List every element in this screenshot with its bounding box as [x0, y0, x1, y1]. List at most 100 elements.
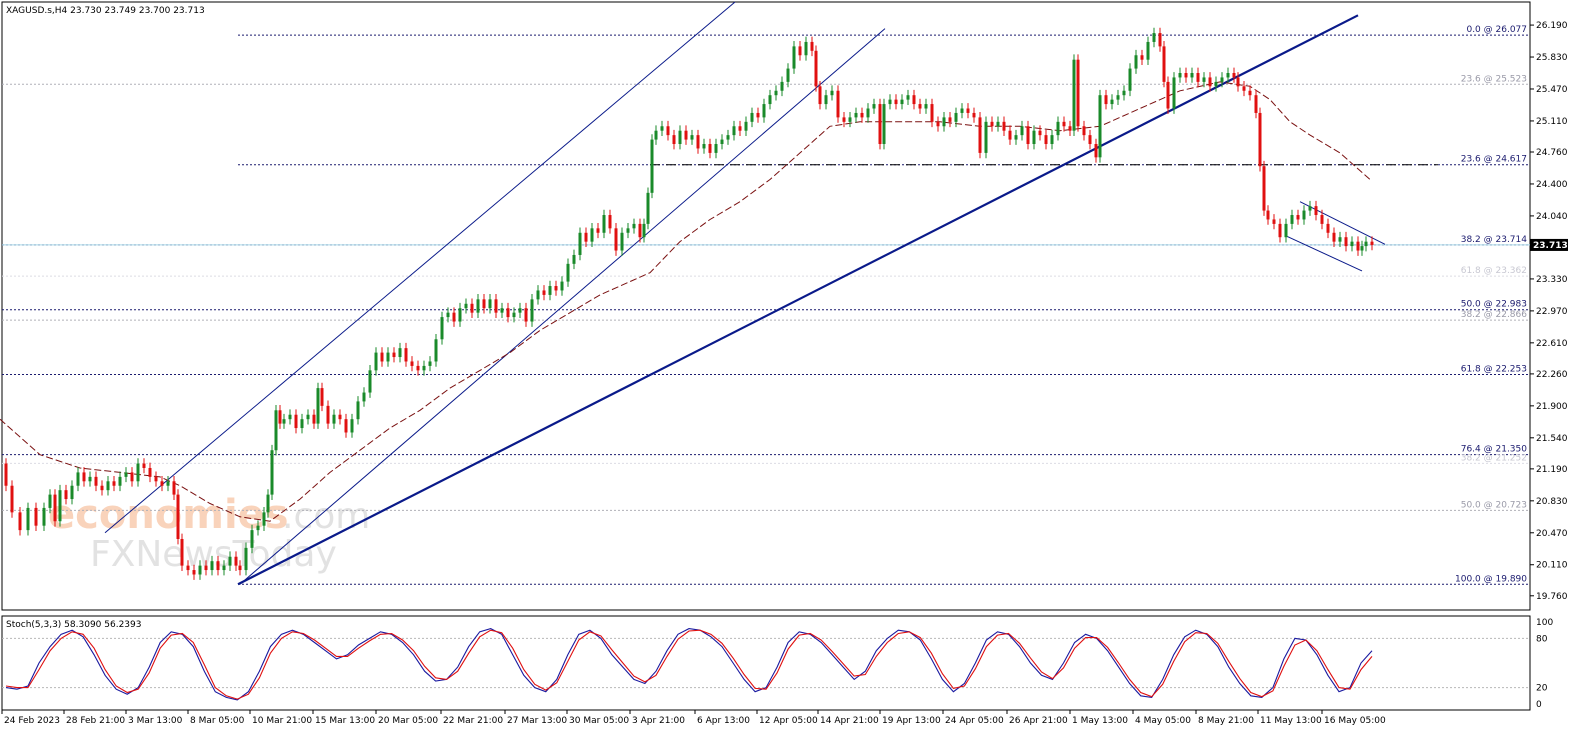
candle-body: [786, 68, 790, 82]
candle-body: [530, 299, 534, 322]
candle-body: [1332, 232, 1336, 242]
candle-body: [18, 512, 22, 531]
y-tick-label: 24.400: [1536, 180, 1568, 190]
candle-body: [702, 144, 706, 149]
candle-body: [386, 352, 390, 362]
candle-body: [1320, 215, 1324, 224]
candle-body: [542, 290, 546, 295]
candle-body: [1350, 241, 1354, 247]
candle-body: [198, 565, 202, 575]
candle-body: [1002, 121, 1006, 131]
watermark-dotcom: .com: [282, 496, 370, 537]
candle-body: [124, 472, 128, 477]
y-tick-label: 25.110: [1536, 117, 1568, 127]
candle-body: [1290, 215, 1294, 224]
candle-body: [1082, 126, 1086, 136]
candle-body: [380, 352, 384, 362]
candle-body: [312, 414, 316, 424]
candle-body: [768, 95, 772, 105]
candle-body: [34, 507, 38, 526]
candle-body: [1226, 73, 1230, 78]
candle-body: [696, 135, 700, 149]
candle-body: [172, 481, 176, 495]
candle-body: [4, 463, 8, 486]
x-tick-label: 14 Apr 21:00: [820, 716, 879, 726]
candle-body: [270, 450, 274, 495]
stoch-y-tick-label: 0: [1536, 700, 1542, 710]
candle-body: [130, 472, 134, 482]
x-tick-label: 16 May 05:00: [1324, 716, 1386, 726]
fib-level-label: 61.8 @ 22.253: [1461, 365, 1527, 375]
candle-body: [234, 556, 238, 566]
candle-body: [614, 228, 618, 251]
candle-body: [216, 561, 220, 571]
candle-body: [180, 538, 184, 566]
candle-body: [422, 365, 426, 371]
candle-body: [774, 90, 778, 96]
fib-level-label: 38.2 @ 22.866: [1461, 310, 1528, 320]
candle-body: [10, 485, 14, 513]
candle-body: [228, 556, 232, 566]
candle-body: [256, 525, 260, 531]
candle-body: [1208, 77, 1212, 87]
candle-body: [288, 414, 292, 420]
candle-body: [1314, 206, 1318, 216]
candle-body: [714, 144, 718, 153]
candle-body: [306, 414, 310, 420]
y-tick-label: 21.900: [1536, 402, 1568, 412]
candle-body: [654, 130, 658, 140]
candle-body: [1356, 241, 1360, 251]
candle-body: [608, 215, 612, 229]
x-tick-label: 11 May 13:00: [1260, 716, 1322, 726]
candle-body: [166, 481, 170, 486]
candle-body: [866, 108, 870, 118]
candle-body: [936, 121, 940, 127]
candle-body: [1008, 130, 1012, 140]
main-plot-frame: [1, 1, 1531, 611]
x-tick-label: 1 May 13:00: [1072, 716, 1128, 726]
candle-body: [878, 104, 882, 145]
candle-body: [53, 494, 57, 522]
candle-body: [1098, 95, 1102, 158]
candle-body: [82, 472, 86, 482]
trendline-main-support: [237, 14, 1359, 586]
candle-body: [48, 494, 52, 508]
fib-level-label: 50.0 @ 20.723: [1461, 500, 1527, 510]
candle-body: [1172, 77, 1176, 109]
candle-body: [584, 232, 588, 242]
candle-body: [738, 126, 742, 131]
candle-body: [1196, 73, 1200, 82]
y-tick-label: 20.110: [1536, 561, 1568, 571]
candle-body: [1202, 77, 1206, 82]
fib-level-label: 76.4 @ 21.350: [1461, 445, 1528, 455]
candle-body: [488, 299, 492, 309]
candle-body: [410, 361, 414, 366]
candle-body: [684, 130, 688, 140]
candle-body: [590, 228, 594, 242]
candle-body: [1050, 135, 1054, 145]
y-tick-label: 26.190: [1536, 21, 1568, 31]
candle-body: [566, 263, 570, 282]
candle-body: [506, 308, 510, 318]
candle-body: [1088, 135, 1092, 145]
candle-body: [210, 561, 214, 571]
candle-body: [470, 303, 474, 313]
candle-body: [100, 485, 104, 491]
candle-body: [316, 388, 320, 424]
candle-body: [398, 348, 402, 358]
stoch-y-tick-label: 80: [1536, 634, 1548, 644]
x-tick-label: 28 Feb 21:00: [66, 716, 125, 726]
candle-body: [262, 512, 266, 526]
candle-body: [996, 121, 1000, 127]
candle-body: [368, 370, 372, 393]
candle-body: [524, 308, 528, 322]
candle-body: [464, 303, 468, 309]
x-tick-label: 8 Mar 05:00: [190, 716, 245, 726]
candle-body: [554, 286, 558, 291]
x-tick-label: 12 Apr 05:00: [759, 716, 818, 726]
candle-body: [818, 86, 822, 105]
candle-body: [672, 135, 676, 145]
y-tick-label: 24.760: [1536, 148, 1568, 158]
x-tick-label: 26 Apr 21:00: [1009, 716, 1068, 726]
